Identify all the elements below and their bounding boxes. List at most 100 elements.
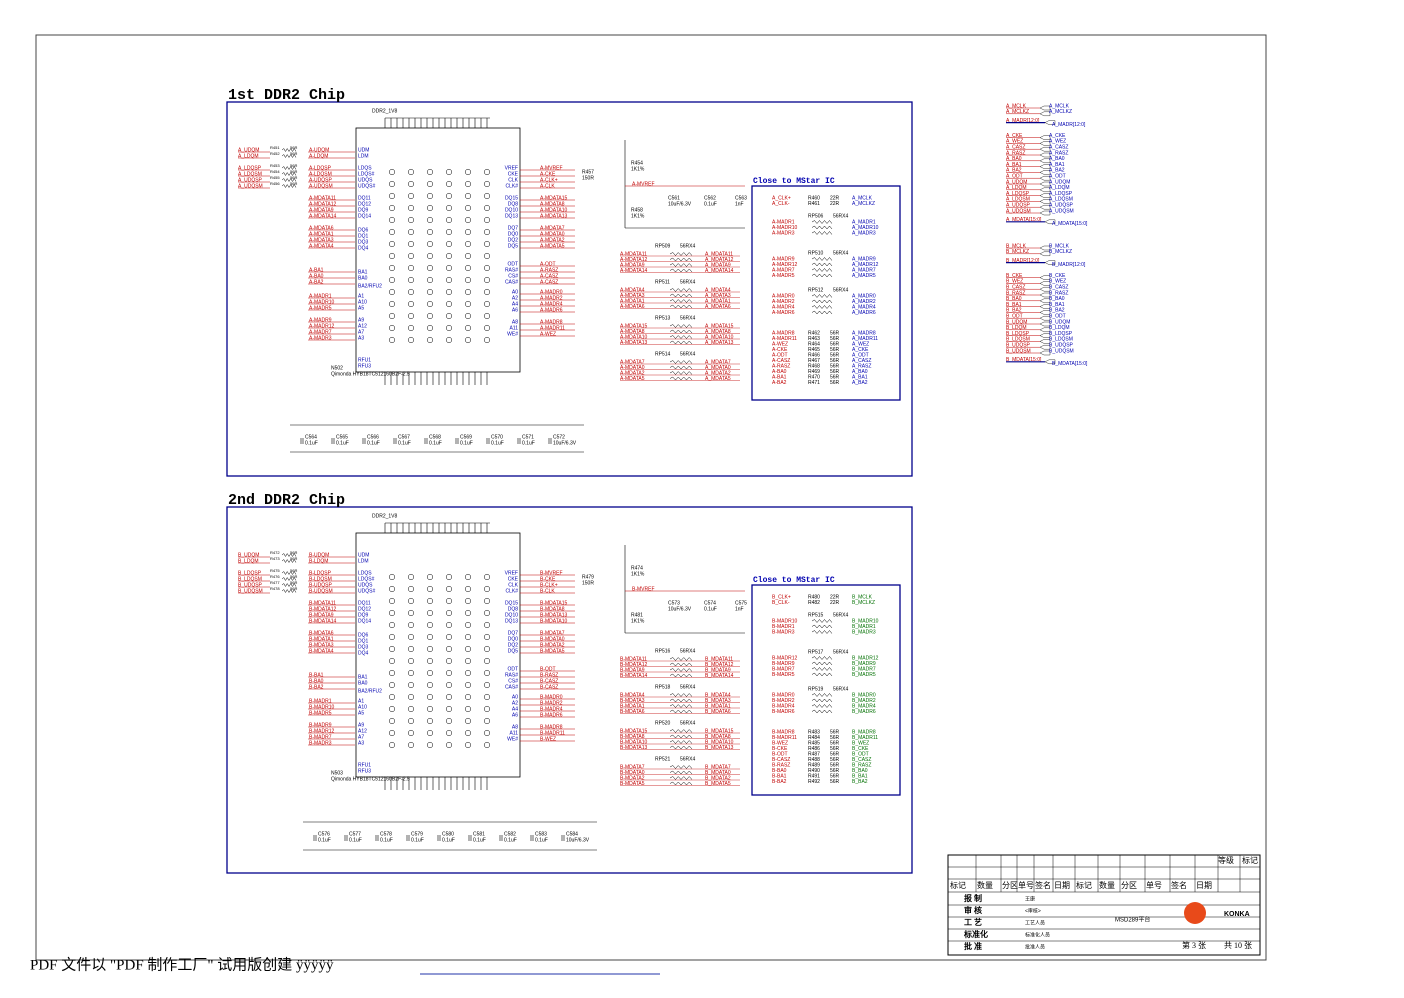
net-label: B_CKE <box>852 746 869 752</box>
part-ref: C563 <box>735 195 747 201</box>
net-label: A-MDATA13 <box>540 213 568 219</box>
net-label: A_BA2 <box>1006 168 1022 174</box>
ball <box>407 264 415 272</box>
ball <box>388 657 396 665</box>
net-label: B-MADR4 <box>540 706 563 712</box>
port-arrow <box>1039 193 1051 198</box>
net-label: A-MDATA8 <box>620 329 645 335</box>
ball <box>483 168 491 176</box>
resistor <box>669 263 693 267</box>
pin-name: A1 <box>358 698 364 704</box>
port-arrow <box>1039 292 1051 298</box>
net-label: B-BA1 <box>772 773 787 779</box>
net-label: B-MDATA1 <box>309 636 334 642</box>
cap-ref: C565 <box>336 434 348 440</box>
res-ref: R476 <box>270 574 280 579</box>
pin-name: DQ13 <box>505 213 518 219</box>
net-label: B_MDATA3 <box>705 698 731 704</box>
net-label: A-MDATA15 <box>540 195 568 201</box>
cap-ref: C579 <box>411 831 423 837</box>
cap-value: 10uF/6.3V <box>566 837 590 843</box>
close-title: Close to MStar IC <box>753 177 835 186</box>
pin-name: A0 <box>512 694 518 700</box>
resistor <box>669 740 693 744</box>
net-label: B_MADR7 <box>852 666 876 672</box>
net-label: B-MADR4 <box>772 703 795 709</box>
net-label: A-MADR12 <box>772 262 798 268</box>
port-label: B_UDQSM <box>1049 348 1074 354</box>
net-label: B-MDATA9 <box>620 667 645 673</box>
cap-value: 0.1uF <box>442 837 455 843</box>
port-label: B_CASZ <box>1049 285 1068 291</box>
resistor <box>669 673 693 678</box>
pin-name: DQ1 <box>358 638 369 644</box>
resistor <box>669 745 693 750</box>
pin-name: DQ14 <box>358 618 371 624</box>
port-label: B_BA1 <box>1049 302 1065 308</box>
resistor <box>669 324 693 328</box>
net-label: A-BA1 <box>309 267 324 273</box>
net-label: B-UDQSP <box>309 582 332 588</box>
header-label: 签名 <box>1035 880 1051 890</box>
ball <box>445 741 453 749</box>
ball <box>483 621 491 629</box>
net-label: B_CLK+ <box>772 594 791 600</box>
part-value: 1nF <box>735 201 744 207</box>
res-ref: R484 <box>808 735 820 741</box>
pin-name: A7 <box>358 329 364 335</box>
ball <box>407 705 415 713</box>
net-label: A_UDQM <box>238 147 259 153</box>
res-value: 22R <box>830 594 840 600</box>
res-ref: R477 <box>270 580 280 585</box>
net-label: B_MADR6 <box>852 709 876 715</box>
pin-name: DQ7 <box>508 630 519 636</box>
mark-label: 标记 <box>1242 855 1258 865</box>
ball <box>388 705 396 713</box>
net-label: B-MDATA10 <box>620 739 648 745</box>
ball <box>426 741 434 749</box>
net-label: B_UDQSP <box>1006 343 1031 349</box>
resistor <box>669 288 693 292</box>
port-label: A_ODT <box>1049 174 1066 180</box>
cap-value: 0.1uF <box>398 440 411 446</box>
cap-ref: C577 <box>349 831 361 837</box>
part-value: 1K1% <box>631 166 645 172</box>
resistor <box>811 619 833 623</box>
net-label: A-MDATA10 <box>620 334 648 340</box>
ball <box>483 180 491 188</box>
pin-name: CS# <box>508 273 518 279</box>
net-label: B_MDATA14 <box>705 673 734 679</box>
net-label: A-ODT <box>540 261 556 267</box>
part-ref: R481 <box>631 612 643 618</box>
pin-name: BA0 <box>358 275 368 281</box>
company: KONKA <box>1224 911 1250 918</box>
net-label: A-MDATA3 <box>620 293 645 299</box>
net-label: B-MDATA15 <box>540 600 568 606</box>
net-label: A_MCLKZ <box>1006 109 1029 115</box>
ball <box>464 693 472 701</box>
pin-name: LDQS <box>358 165 372 171</box>
net-label: A_BA1 <box>1006 162 1022 168</box>
ball <box>388 609 396 617</box>
port-label: B_MDATA[15:0] <box>1052 361 1088 367</box>
port-arrow <box>1039 111 1051 116</box>
net-label: A_CASZ <box>852 358 871 364</box>
cap-ref: C566 <box>367 434 379 440</box>
net-label: B-MDATA4 <box>620 692 645 698</box>
pin-name: A5 <box>358 710 364 716</box>
ball <box>483 312 491 320</box>
net-label: A-ODT <box>772 352 788 358</box>
pin-name: A5 <box>358 305 364 311</box>
resistor <box>281 589 297 593</box>
close-box <box>751 185 901 401</box>
ball <box>483 669 491 677</box>
port-label: B_BA2 <box>1049 308 1065 314</box>
net-label: A_MDATA2 <box>705 370 731 376</box>
net-label: B-MDATA8 <box>540 606 565 612</box>
resistor <box>669 365 693 370</box>
ball <box>483 240 491 248</box>
net-label: B-WEZ <box>540 736 556 742</box>
res-value: 22R <box>830 195 840 201</box>
ball <box>407 633 415 641</box>
net-label: A-MADR11 <box>540 325 565 331</box>
